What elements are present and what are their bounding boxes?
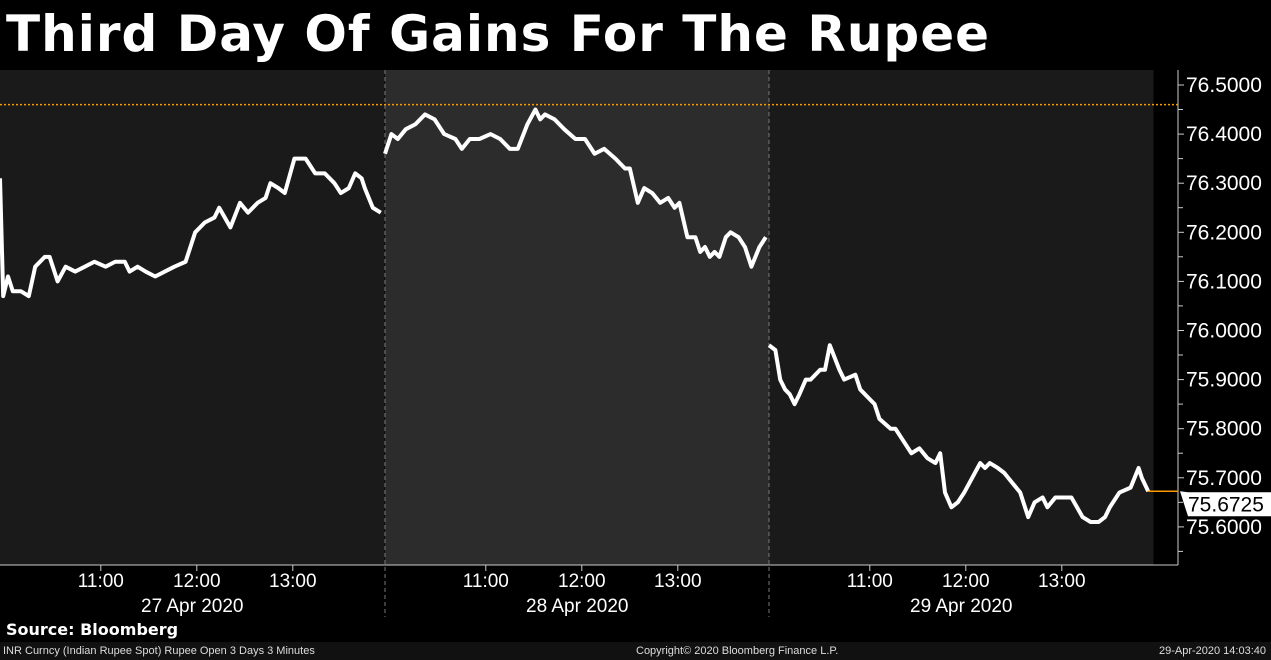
y-tick-label: 76.0000: [1186, 320, 1262, 343]
price-line-1: [0, 156, 382, 299]
y-tick-label: 75.7000: [1186, 467, 1262, 490]
day-label: 28 Apr 2020: [526, 596, 628, 617]
x-tick-label: 13:00: [654, 571, 702, 592]
footer-bar: INR Curncy (Indian Rupee Spot) Rupee Ope…: [0, 642, 1271, 660]
day-background: [0, 70, 385, 565]
day-label: 27 Apr 2020: [141, 596, 243, 617]
x-tick-label: 11:00: [463, 571, 509, 592]
y-tick-label: 76.5000: [1186, 74, 1262, 97]
y-tick-label: 76.4000: [1186, 123, 1262, 146]
price-line-2: [383, 107, 768, 269]
y-tick-label: 75.9000: [1186, 369, 1262, 392]
footer-security: INR Curncy (Indian Rupee Spot) Rupee Ope…: [3, 645, 315, 657]
source-note: Source: Bloomberg: [6, 620, 179, 639]
x-tick-label: 11:00: [78, 571, 124, 592]
y-tick-label: 76.2000: [1186, 221, 1262, 244]
x-tick-label: 12:00: [173, 571, 221, 592]
footer-timestamp: 29-Apr-2020 14:03:40: [1158, 645, 1266, 657]
x-tick-label: 12:00: [942, 571, 990, 592]
last-value-badge: [1180, 491, 1271, 517]
price-line-3: [767, 343, 1151, 524]
x-tick-label: 11:00: [847, 571, 893, 592]
chart-title: Third Day Of Gains For The Rupee: [6, 5, 991, 63]
line-chart: 11:00 12:00 13:00 27 Apr 2020 11:00 12:00 13:0…: [0, 70, 1271, 617]
x-tick-label: 12:00: [558, 571, 606, 592]
y-tick-label: 75.8000: [1186, 418, 1262, 441]
day-background: [769, 70, 1154, 565]
last-value-label: 75.6725: [1188, 493, 1264, 516]
y-tick-label: 75.6000: [1186, 516, 1262, 539]
y-tick-label: 76.1000: [1186, 270, 1262, 293]
day-label: 29 Apr 2020: [910, 596, 1012, 617]
x-tick-label: 13:00: [269, 571, 317, 592]
footer-copyright: Copyright© 2020 Bloomberg Finance L.P.: [636, 645, 839, 657]
y-tick-label: 76.3000: [1186, 172, 1262, 195]
x-tick-label: 13:00: [1038, 571, 1086, 592]
day-background: [385, 70, 770, 565]
